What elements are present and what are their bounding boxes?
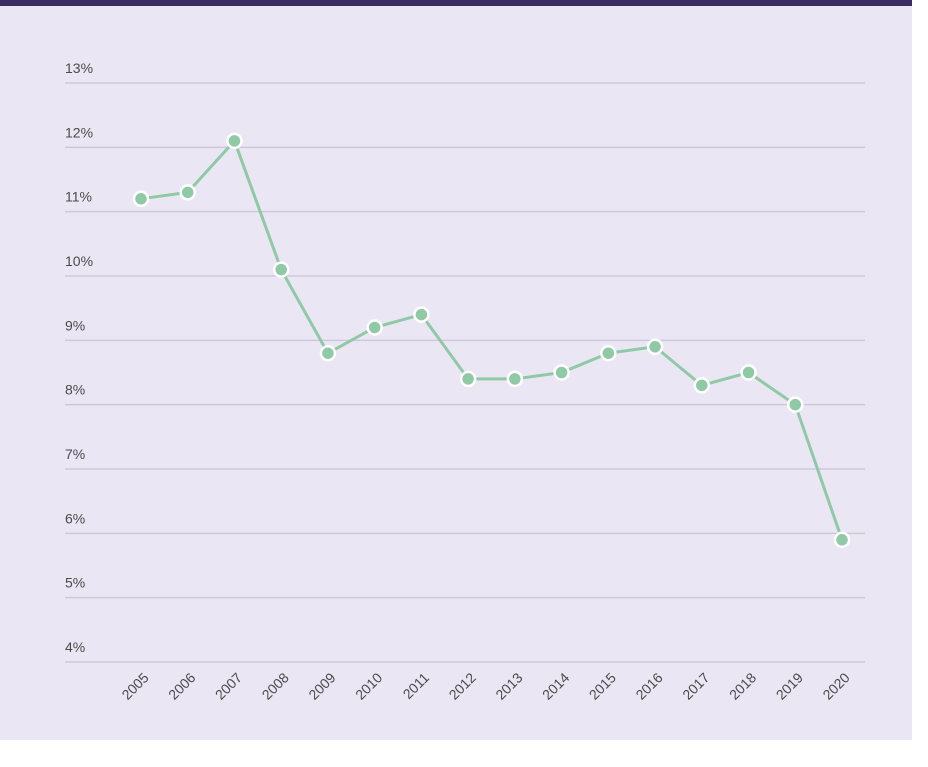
y-tick-label: 8% (65, 382, 85, 398)
y-tick-label: 4% (65, 639, 85, 655)
data-point (646, 338, 664, 356)
data-point (740, 364, 757, 381)
data-point (506, 370, 524, 388)
y-tick-label: 9% (65, 317, 85, 333)
data-point (132, 190, 150, 208)
data-point (226, 132, 243, 150)
data-point (413, 306, 430, 323)
line (140, 138, 844, 541)
data-point (459, 370, 477, 388)
data-point (833, 531, 851, 549)
panel (0, 0, 912, 740)
data-point (179, 184, 196, 201)
data-point (366, 319, 383, 336)
y-tick-label: 12% (65, 124, 93, 140)
data-point (553, 364, 570, 381)
data-point (693, 377, 711, 394)
y-tick-label: 6% (65, 510, 85, 526)
y-tick-label: 13% (65, 60, 93, 76)
y-tick-label: 7% (65, 446, 85, 462)
data-point (319, 344, 337, 362)
y-tick-label: 10% (65, 253, 93, 269)
y-tick-label: 5% (65, 575, 85, 591)
top-bar (0, 0, 912, 6)
data-point (787, 396, 804, 413)
data-point (600, 344, 617, 362)
data-point (272, 261, 290, 278)
y-tick-label: 11% (65, 189, 92, 205)
